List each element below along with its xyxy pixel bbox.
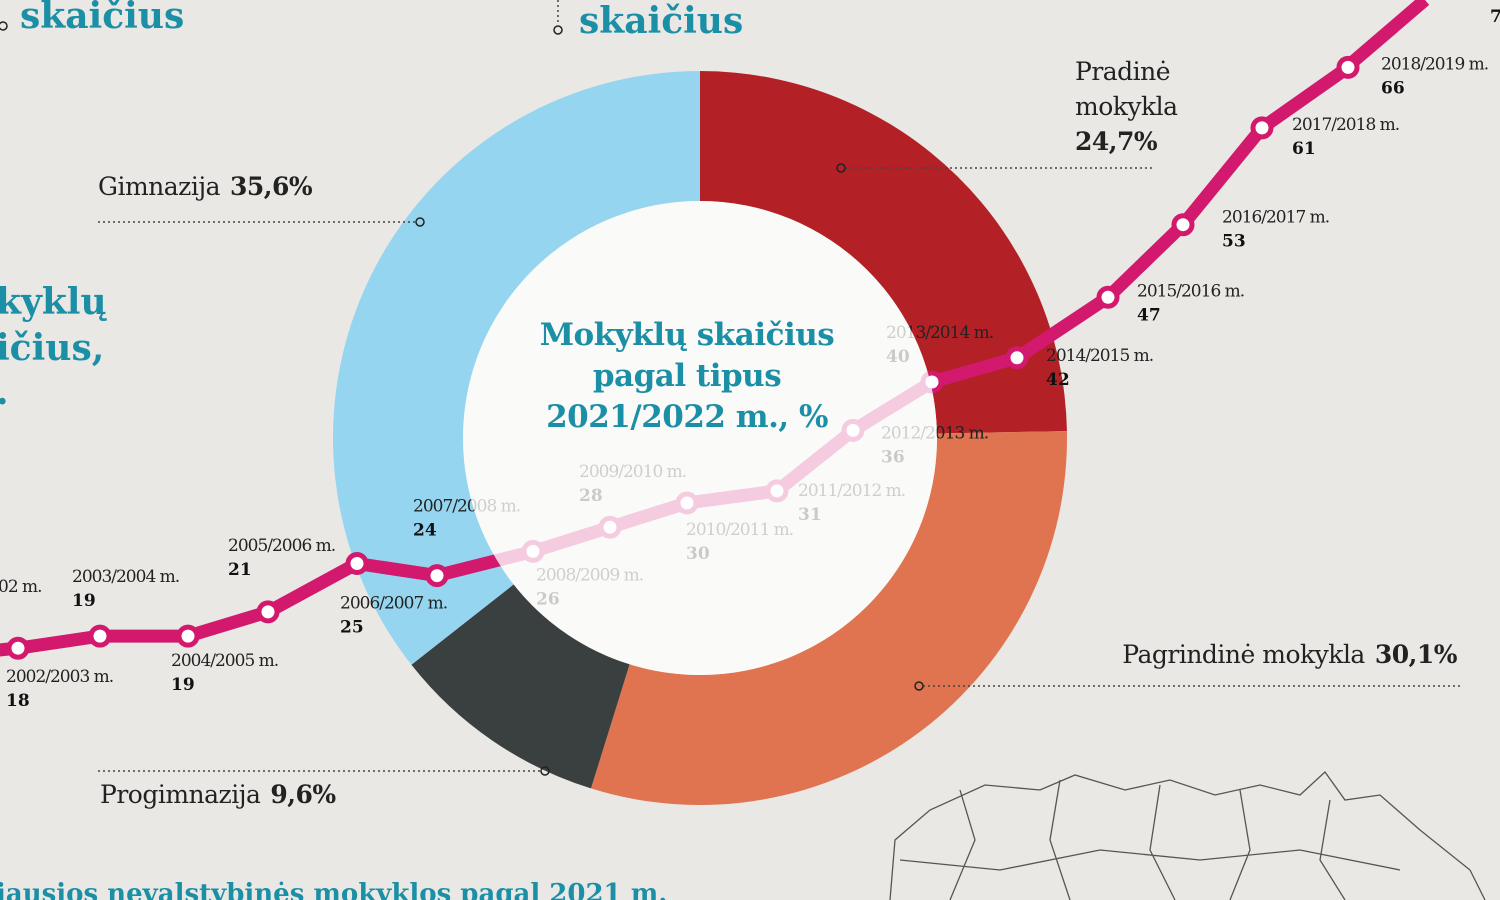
- value-label: 19: [171, 675, 195, 695]
- line-point: [1250, 116, 1274, 140]
- partial-year: 02 m.: [0, 577, 42, 597]
- line-point: [1005, 346, 1029, 370]
- heading-fragment: skaičius: [579, 0, 743, 42]
- map-outline: [889, 771, 1486, 900]
- line-point: [176, 624, 200, 648]
- segment-label: Pradinė mokykla: [1075, 57, 1178, 121]
- year-label: 2003/2004 m.: [72, 567, 179, 587]
- value-label: 25: [340, 618, 364, 638]
- line-point: [425, 564, 449, 588]
- value-label: 42: [1046, 370, 1070, 390]
- donut-segment: [700, 71, 1067, 434]
- year-label: 2014/2015 m.: [1046, 346, 1153, 366]
- value-label: 24: [413, 521, 437, 541]
- value-label: 47: [1137, 305, 1161, 325]
- donut-segment: [411, 584, 630, 789]
- leader-dot: [540, 766, 550, 776]
- segment-label: Gimnazija: [98, 172, 221, 201]
- segment-label: Progimnazija: [100, 780, 261, 809]
- side-fragment: ičius,: [0, 327, 104, 369]
- segment-value-label: 35,6%: [230, 172, 313, 201]
- value-label: 66: [1381, 78, 1405, 98]
- donut-segment: [333, 71, 700, 665]
- side-fragment: kyklų: [0, 281, 107, 323]
- year-label: 2016/2017 m.: [1222, 208, 1329, 228]
- year-label: 2017/2018 m.: [1292, 115, 1399, 135]
- donut-hole: [463, 201, 937, 675]
- partial-value: 7: [1490, 7, 1500, 27]
- value-label: 61: [1292, 139, 1316, 159]
- value-label: 19: [72, 591, 96, 611]
- value-label: 21: [228, 560, 252, 580]
- value-label: 53: [1222, 232, 1246, 252]
- line-point: [1171, 213, 1195, 237]
- year-label: 2002/2003 m.: [6, 667, 113, 687]
- donut-title-text: Mokyklų skaičius pagal tipus 2021/2022 m.,…: [540, 317, 835, 435]
- year-label: 2018/2019 m.: [1381, 54, 1488, 74]
- value-label: 18: [6, 691, 30, 711]
- marker-dot: [0, 21, 8, 31]
- donut: [333, 71, 1067, 805]
- heading-fragment: skaičius: [20, 0, 184, 37]
- marker-dot: [553, 25, 563, 35]
- segment-value-label: 9,6%: [270, 780, 336, 809]
- year-label: 2015/2016 m.: [1137, 281, 1244, 301]
- bottom-fragment: iausios nevalstybinės mokyklos pagal 202…: [0, 879, 667, 900]
- line-point: [6, 636, 30, 660]
- leader-dot: [914, 681, 924, 691]
- segment-value-label: 30,1%: [1375, 640, 1458, 669]
- line-point: [1096, 285, 1120, 309]
- donut-labels: Pradinė mokykla 24,7% Pagrindinė mokykla 30,…: [98, 57, 1463, 809]
- segment-label: Pagrindinė mokykla: [1122, 640, 1365, 669]
- segment-value-label: 24,7%: [1075, 127, 1158, 156]
- leader-dot: [836, 163, 846, 173]
- donut-segment: [590, 431, 1067, 805]
- year-label: 2005/2006 m.: [228, 536, 335, 556]
- year-label: 2004/2005 m.: [171, 651, 278, 671]
- line-point: [256, 600, 280, 624]
- line-continuation: [1343, 0, 1430, 71]
- year-label: 2006/2007 m.: [340, 594, 447, 614]
- leader-dot: [415, 217, 425, 227]
- line-point: [1336, 55, 1360, 79]
- line-point: [345, 552, 369, 575]
- donut-title: Mokyklų skaičius pagal tipus 2021/2022 m.,…: [540, 317, 835, 435]
- side-fragment: .: [0, 371, 9, 413]
- line-point: [88, 624, 112, 648]
